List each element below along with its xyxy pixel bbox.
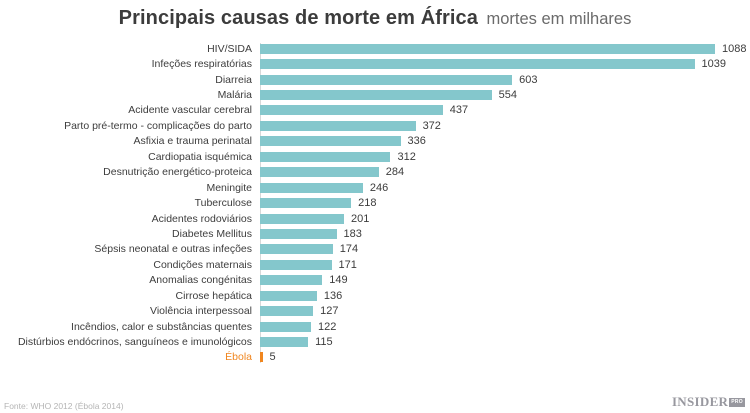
bar-value: 171	[338, 258, 357, 271]
bar-row: Asfixia e trauma perinatal 336	[0, 134, 750, 149]
bar-row: Violência interpessoal 127	[0, 303, 750, 318]
bar-value: 336	[407, 135, 426, 148]
bar	[260, 182, 363, 193]
bar	[260, 120, 416, 131]
bar-value: 122	[318, 320, 337, 333]
bar-value: 554	[498, 89, 518, 102]
bar	[260, 275, 323, 286]
bar-row: Incêndios, calor e substâncias quentes 12…	[0, 319, 750, 334]
bar-label: Meningite	[206, 181, 252, 194]
bar-label: Infeções respiratórias	[151, 58, 252, 71]
bar-label: Cardiopatia isquémica	[148, 150, 252, 163]
bar-row: Anomalias congénitas 149	[0, 273, 750, 288]
bar	[260, 74, 513, 85]
bar	[260, 290, 317, 301]
bar-row: Diarreia 603	[0, 72, 750, 87]
bar-row: Acidentes rodoviários 201	[0, 211, 750, 226]
brand-badge: PRO	[729, 397, 745, 407]
bar	[260, 43, 715, 54]
bar	[260, 198, 352, 209]
brand-logo: INSIDER PRO	[672, 394, 745, 410]
bar	[260, 321, 312, 332]
chart-header: Principais causas de morte em África mor…	[0, 7, 750, 30]
bar-row: Distúrbios endócrinos, sanguíneos e imun…	[0, 334, 750, 349]
bar-label: Acidentes rodoviários	[151, 212, 252, 225]
bar-label: Acidente vascular cerebral	[128, 104, 252, 117]
bar	[260, 228, 337, 239]
bar-label: Violência interpessoal	[150, 305, 252, 318]
bar	[260, 259, 332, 270]
bar-value: 246	[369, 181, 389, 194]
bar-label: Incêndios, calor e substâncias quentes	[71, 320, 252, 333]
bar-row: Tuberculose 218	[0, 195, 750, 210]
bar-value: 5	[269, 351, 276, 364]
bar	[260, 90, 492, 101]
bar-label: HIV/SIDA	[207, 42, 252, 55]
bar-label: Ébola	[225, 351, 252, 364]
bar	[260, 352, 263, 363]
bar	[260, 337, 309, 348]
bar-label: Sépsis neonatal e outras infeções	[94, 243, 252, 256]
bar-value: 115	[315, 336, 333, 349]
bar	[260, 151, 391, 162]
bar-rows: HIV/SIDA 1088 Infeções respiratórias 1039 Di…	[0, 41, 750, 365]
bar-row: Condições maternais 171	[0, 257, 750, 272]
infographic-page: Principais causas de morte em África mor…	[0, 7, 750, 413]
bar-row: Infeções respiratórias 1039	[0, 56, 750, 71]
bar-row: Diabetes Mellitus 183	[0, 226, 750, 241]
bar-value: 1039	[701, 58, 726, 71]
bar-value: 1088	[722, 42, 747, 55]
bar-value: 312	[397, 150, 416, 163]
bar	[260, 213, 345, 224]
bar-value: 372	[422, 119, 441, 132]
bar-label: Anomalias congénitas	[149, 274, 252, 287]
bar-row: Sépsis neonatal e outras infeções 174	[0, 242, 750, 257]
chart-subtitle: mortes em milhares	[486, 10, 632, 28]
bar-value: 136	[323, 289, 343, 302]
bar-row: Malária 554	[0, 87, 750, 102]
bar	[260, 167, 379, 178]
bar-label: Diabetes Mellitus	[172, 227, 252, 240]
bar-label: Distúrbios endócrinos, sanguíneos e imun…	[17, 336, 252, 349]
bar-row: Cirrose hepática 136	[0, 288, 750, 303]
bar-row: Ébola 5	[0, 350, 750, 365]
bar-label: Diarreia	[215, 73, 252, 86]
bar-value: 284	[385, 166, 405, 179]
bar-label: Asfixia e trauma perinatal	[133, 135, 252, 148]
bar-value: 174	[339, 243, 359, 256]
bar-label: Tuberculose	[194, 197, 252, 210]
bar-value: 603	[519, 73, 538, 86]
bar-label: Parto pré-termo - complicações do parto	[64, 119, 252, 132]
bar	[260, 105, 443, 116]
bar	[260, 59, 695, 70]
bar-label: Condições maternais	[153, 258, 252, 271]
bar-row: Cardiopatia isquémica 312	[0, 149, 750, 164]
bar-row: Desnutrição energético-proteica 284	[0, 165, 750, 180]
bar-chart: HIV/SIDA 1088 Infeções respiratórias 1039 Di…	[0, 41, 750, 365]
source-note: Fonte: WHO 2012 (Ébola 2014)	[4, 401, 124, 411]
bar	[260, 244, 333, 255]
bar-row: Meningite 246	[0, 180, 750, 195]
bar-value: 127	[320, 305, 339, 318]
bar-row: Acidente vascular cerebral 437	[0, 103, 750, 118]
bar-label: Cirrose hepática	[175, 289, 252, 302]
chart-title: Principais causas de morte em África	[118, 7, 478, 29]
bar-label: Desnutrição energético-proteica	[103, 166, 252, 179]
bar-value: 201	[351, 212, 370, 225]
bar-value: 218	[358, 197, 377, 210]
bar-value: 183	[343, 227, 362, 240]
bar	[260, 136, 401, 147]
bar-value: 437	[449, 104, 469, 117]
bar	[260, 306, 314, 317]
brand-name: INSIDER	[671, 394, 729, 409]
bar-row: Parto pré-termo - complicações do parto 3…	[0, 118, 750, 133]
bar-value: 149	[329, 274, 348, 287]
bar-row: HIV/SIDA 1088	[0, 41, 750, 56]
bar-label: Malária	[217, 89, 252, 102]
